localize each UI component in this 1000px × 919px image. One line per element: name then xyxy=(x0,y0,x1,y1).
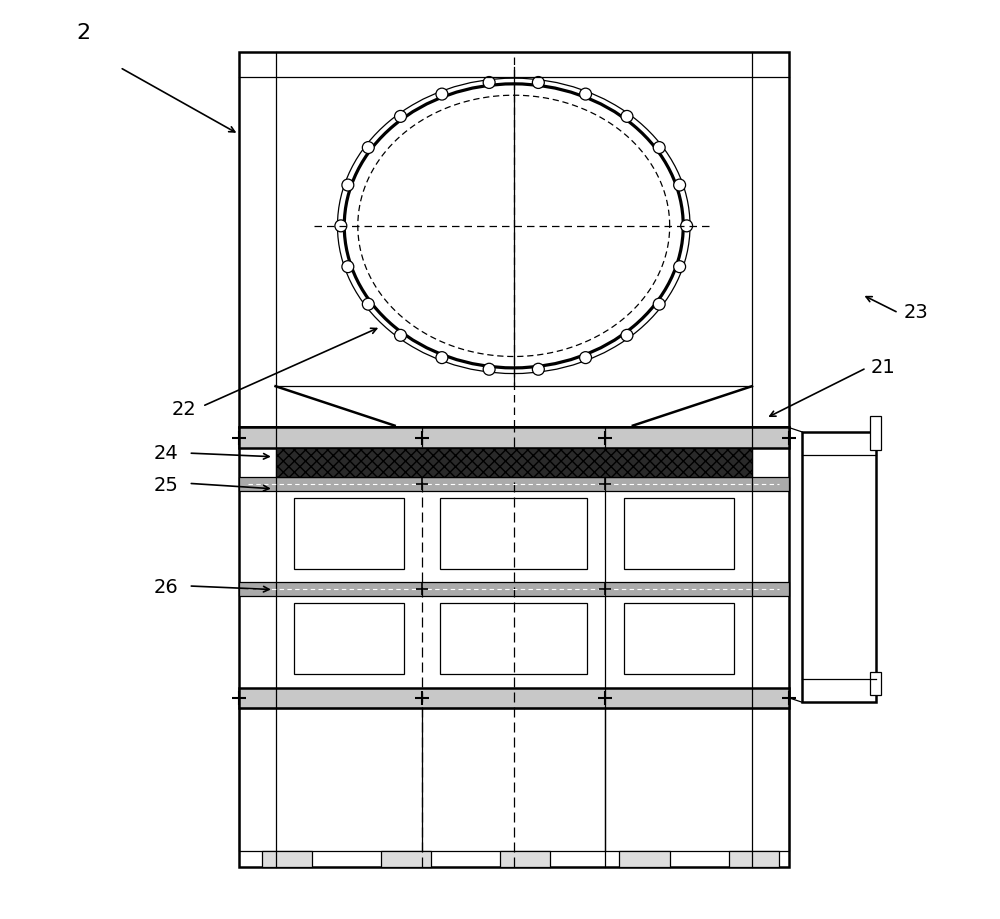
Bar xyxy=(262,851,312,868)
Text: 25: 25 xyxy=(153,476,178,494)
Bar xyxy=(239,477,789,491)
Bar xyxy=(624,603,734,674)
Bar xyxy=(624,497,734,569)
Bar xyxy=(440,603,587,674)
Circle shape xyxy=(681,220,693,232)
Bar xyxy=(729,851,779,868)
Circle shape xyxy=(362,299,374,310)
Circle shape xyxy=(342,179,354,191)
Bar xyxy=(381,851,431,868)
Bar xyxy=(239,427,789,448)
Bar xyxy=(294,603,404,674)
Bar xyxy=(802,432,876,702)
Text: 22: 22 xyxy=(172,400,196,419)
Circle shape xyxy=(436,88,448,100)
Text: 26: 26 xyxy=(153,578,178,597)
Circle shape xyxy=(335,220,347,232)
Bar xyxy=(239,708,789,851)
Circle shape xyxy=(483,363,495,375)
Bar xyxy=(294,497,404,569)
Circle shape xyxy=(362,142,374,153)
Text: 2: 2 xyxy=(76,24,90,43)
Circle shape xyxy=(621,110,633,122)
Circle shape xyxy=(674,261,686,273)
Bar xyxy=(239,427,789,868)
Bar xyxy=(239,51,789,427)
Bar xyxy=(276,448,752,477)
Text: 21: 21 xyxy=(871,358,896,378)
Circle shape xyxy=(653,299,665,310)
Circle shape xyxy=(674,179,686,191)
Circle shape xyxy=(580,88,592,100)
Circle shape xyxy=(532,363,544,375)
Bar xyxy=(500,851,550,868)
Circle shape xyxy=(621,329,633,341)
Bar xyxy=(619,851,670,868)
Circle shape xyxy=(342,261,354,273)
Text: 23: 23 xyxy=(903,303,928,323)
Circle shape xyxy=(532,76,544,88)
Circle shape xyxy=(483,76,495,88)
Circle shape xyxy=(395,329,406,341)
Bar xyxy=(440,497,587,569)
Circle shape xyxy=(580,352,592,364)
Bar xyxy=(870,415,881,450)
Circle shape xyxy=(653,142,665,153)
Text: 24: 24 xyxy=(153,444,178,462)
Circle shape xyxy=(395,110,406,122)
Circle shape xyxy=(436,352,448,364)
Bar xyxy=(239,583,789,596)
Bar xyxy=(239,687,789,708)
Bar xyxy=(870,673,881,695)
